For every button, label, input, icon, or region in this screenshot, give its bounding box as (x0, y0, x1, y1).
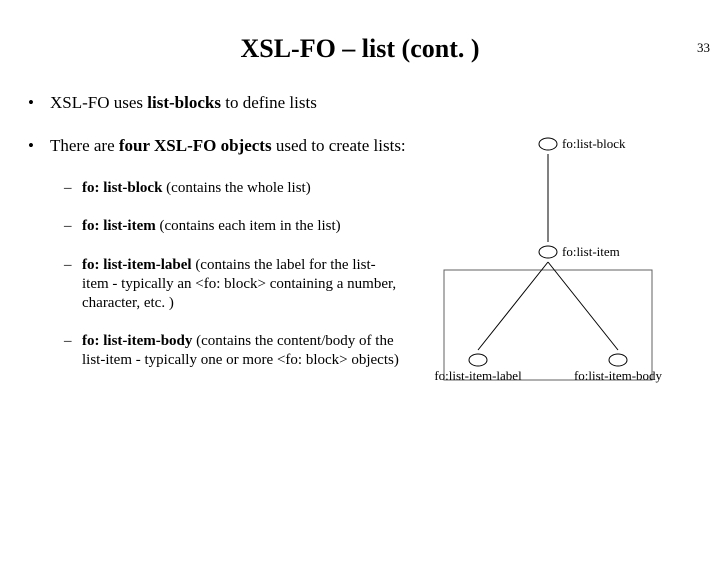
page-number: 33 (697, 40, 710, 56)
tree-diagram: fo:list-block fo:list-item fo:list-item-la… (408, 122, 688, 402)
text-run: used to create lists: (272, 136, 406, 155)
sub-bullet-text: fo: list-item (contains each item in the… (82, 217, 408, 236)
sub-bullet-item: – fo: list-item-label (contains the labe… (64, 256, 408, 312)
sub-bullet-text: fo: list-block (contains the whole list) (82, 179, 408, 198)
svg-text:fo:list-item: fo:list-item (562, 244, 620, 259)
bullet-text: There are four XSL-FO objects used to cr… (50, 135, 408, 156)
sub-bullet-list: – fo: list-block (contains the whole lis… (64, 179, 408, 370)
sub-bullet-item: – fo: list-item (contains each item in t… (64, 217, 408, 236)
text-run: (contains the whole list) (162, 180, 310, 196)
bullet-marker: • (28, 92, 50, 113)
text-bold: fo: list-item-label (82, 257, 192, 273)
text-bold: fo: list-block (82, 180, 162, 196)
text-bold: fo: list-item-body (82, 333, 192, 349)
text-bold: four XSL-FO objects (119, 136, 272, 155)
svg-text:fo:list-item-body: fo:list-item-body (574, 368, 663, 383)
sub-bullet-item: – fo: list-block (contains the whole lis… (64, 179, 408, 198)
diagram-column: fo:list-block fo:list-item fo:list-item-la… (408, 92, 688, 390)
text-bold: fo: list-item (82, 218, 156, 234)
dash-marker: – (64, 256, 82, 312)
text-run: to define lists (221, 93, 317, 112)
bullet-text: XSL-FO uses list-blocks to define lists (50, 92, 408, 113)
slide-title: XSL-FO – list (cont. ) (0, 34, 720, 64)
svg-text:fo:list-block: fo:list-block (562, 136, 626, 151)
content-area: • XSL-FO uses list-blocks to define list… (0, 92, 720, 390)
bullet-item: • There are four XSL-FO objects used to … (28, 135, 408, 156)
bullet-item: • XSL-FO uses list-blocks to define list… (28, 92, 408, 113)
sub-bullet-item: – fo: list-item-body (contains the conte… (64, 332, 408, 370)
text-run: There are (50, 136, 119, 155)
dash-marker: – (64, 332, 82, 370)
sub-bullet-text: fo: list-item-body (contains the content… (82, 332, 408, 370)
text-run: (contains each item in the list) (156, 218, 341, 234)
sub-bullet-text: fo: list-item-label (contains the label … (82, 256, 408, 312)
text-bold: list-blocks (147, 93, 221, 112)
text-column: • XSL-FO uses list-blocks to define list… (28, 92, 408, 390)
dash-marker: – (64, 179, 82, 198)
text-run: XSL-FO uses (50, 93, 147, 112)
bullet-marker: • (28, 135, 50, 156)
svg-text:fo:list-item-label: fo:list-item-label (434, 368, 522, 383)
dash-marker: – (64, 217, 82, 236)
